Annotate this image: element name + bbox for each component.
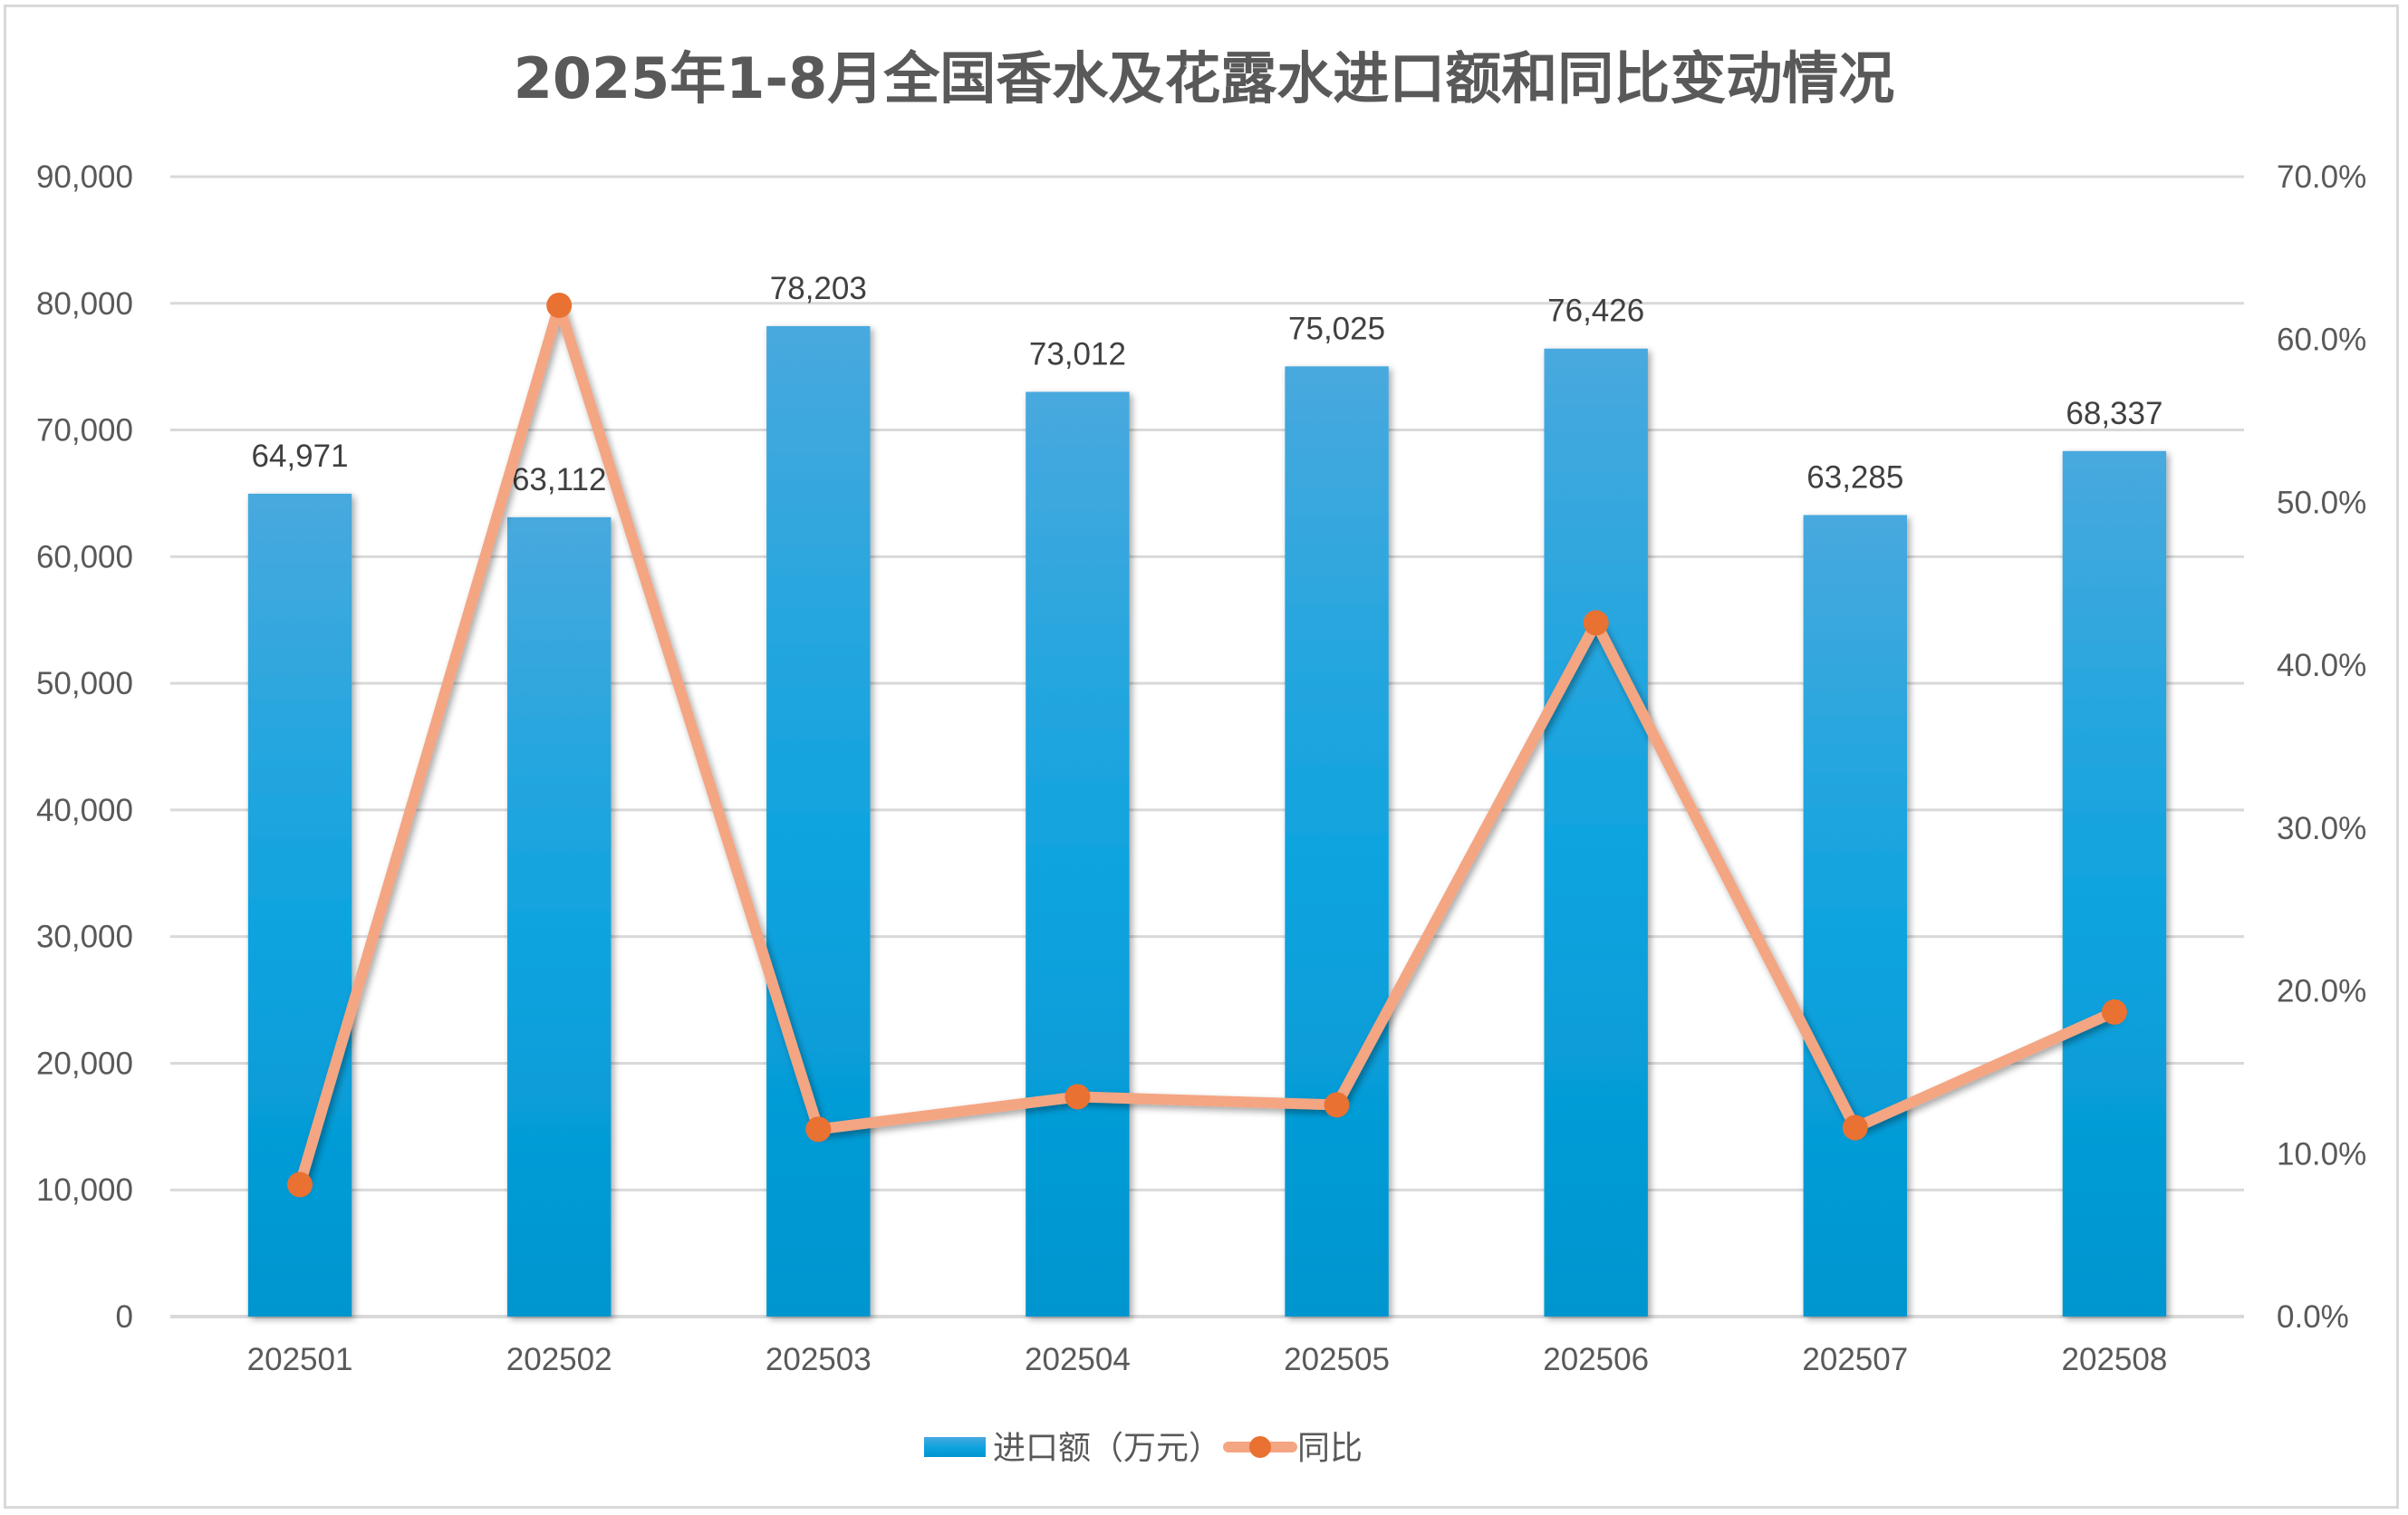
- chart-frame: [4, 5, 2399, 1509]
- yoy-marker: [1324, 1092, 1350, 1118]
- bar: [1026, 391, 1130, 1317]
- yoy-marker: [1842, 1115, 1868, 1141]
- yoy-marker: [546, 292, 573, 318]
- legend-bar-swatch-icon: [924, 1437, 986, 1457]
- bar-series: [247, 325, 2167, 1317]
- bar: [1803, 515, 1908, 1317]
- bar-data-label: 78,203: [770, 271, 867, 306]
- right-tick-label: 0.0%: [2277, 1299, 2349, 1335]
- right-tick-label: 40.0%: [2277, 648, 2366, 683]
- category-axis-labels: 202501 202502 202503 202504 202505 202506 2025…: [247, 1342, 2168, 1377]
- line-series: [287, 292, 2127, 1198]
- bar-data-label: 63,112: [512, 462, 606, 497]
- yoy-marker: [287, 1172, 313, 1198]
- right-tick-label: 70.0%: [2277, 159, 2366, 195]
- right-axis-ticks: 0.0% 10.0% 20.0% 30.0% 40.0% 50.0% 60.0% 70.0%: [2277, 159, 2366, 1335]
- bar-data-label: 68,337: [2066, 396, 2162, 431]
- category-label: 202504: [1025, 1342, 1131, 1377]
- left-tick-label: 30,000: [36, 920, 133, 955]
- legend-item-yoy[interactable]: 同比: [1223, 1430, 1363, 1467]
- bar: [2062, 450, 2167, 1317]
- bar-data-label: 76,426: [1547, 294, 1644, 329]
- left-tick-label: 80,000: [36, 286, 133, 322]
- left-tick-label: 50,000: [36, 666, 133, 701]
- legend-marker-icon: [1249, 1436, 1271, 1458]
- legend-label-yoy: 同比: [1297, 1430, 1363, 1467]
- left-axis-ticks: 0 10,000 20,000 30,000 40,000 50,000 60,000 70,…: [36, 159, 133, 1335]
- category-label: 202507: [1802, 1342, 1908, 1377]
- category-label: 202501: [247, 1342, 353, 1377]
- left-tick-label: 10,000: [36, 1172, 133, 1208]
- bar-data-label: 73,012: [1029, 336, 1126, 372]
- bar-data-label: 63,285: [1806, 459, 1903, 495]
- left-tick-label: 60,000: [36, 539, 133, 574]
- left-tick-label: 0: [116, 1299, 133, 1335]
- yoy-marker: [1583, 610, 1609, 636]
- category-label: 202506: [1543, 1342, 1649, 1377]
- bar: [1544, 348, 1648, 1317]
- bar-data-label: 75,025: [1288, 311, 1385, 346]
- left-tick-label: 90,000: [36, 159, 133, 195]
- right-tick-label: 60.0%: [2277, 323, 2366, 358]
- left-tick-label: 70,000: [36, 413, 133, 449]
- legend-label-import-amount: 进口额（万元）: [993, 1430, 1221, 1467]
- category-label: 202502: [506, 1342, 612, 1377]
- legend: 进口额（万元） 同比: [924, 1430, 1363, 1467]
- yoy-marker: [805, 1116, 832, 1143]
- yoy-marker: [1064, 1084, 1091, 1110]
- legend-item-import-amount[interactable]: 进口额（万元）: [924, 1430, 1221, 1467]
- right-tick-label: 20.0%: [2277, 974, 2366, 1009]
- category-label: 202508: [2062, 1342, 2168, 1377]
- yoy-line: [294, 300, 2120, 1191]
- bar-data-label: 64,971: [252, 439, 349, 474]
- bar: [506, 516, 612, 1317]
- category-label: 202505: [1284, 1342, 1390, 1377]
- right-tick-label: 10.0%: [2277, 1136, 2366, 1172]
- bar: [766, 325, 871, 1317]
- bar-data-labels: 64,971 63,112 78,203 73,012 75,025 76,426 63,2…: [252, 271, 2163, 497]
- right-tick-label: 30.0%: [2277, 811, 2366, 846]
- gridlines: [170, 175, 2244, 1318]
- left-tick-label: 40,000: [36, 793, 133, 828]
- right-tick-label: 50.0%: [2277, 485, 2366, 520]
- left-tick-label: 20,000: [36, 1046, 133, 1081]
- bar: [1285, 366, 1389, 1317]
- chart-title: 2025年1-8月全国香水及花露水进口额和同比变动情况: [514, 45, 1895, 111]
- category-label: 202503: [766, 1342, 872, 1377]
- yoy-marker: [2101, 999, 2127, 1025]
